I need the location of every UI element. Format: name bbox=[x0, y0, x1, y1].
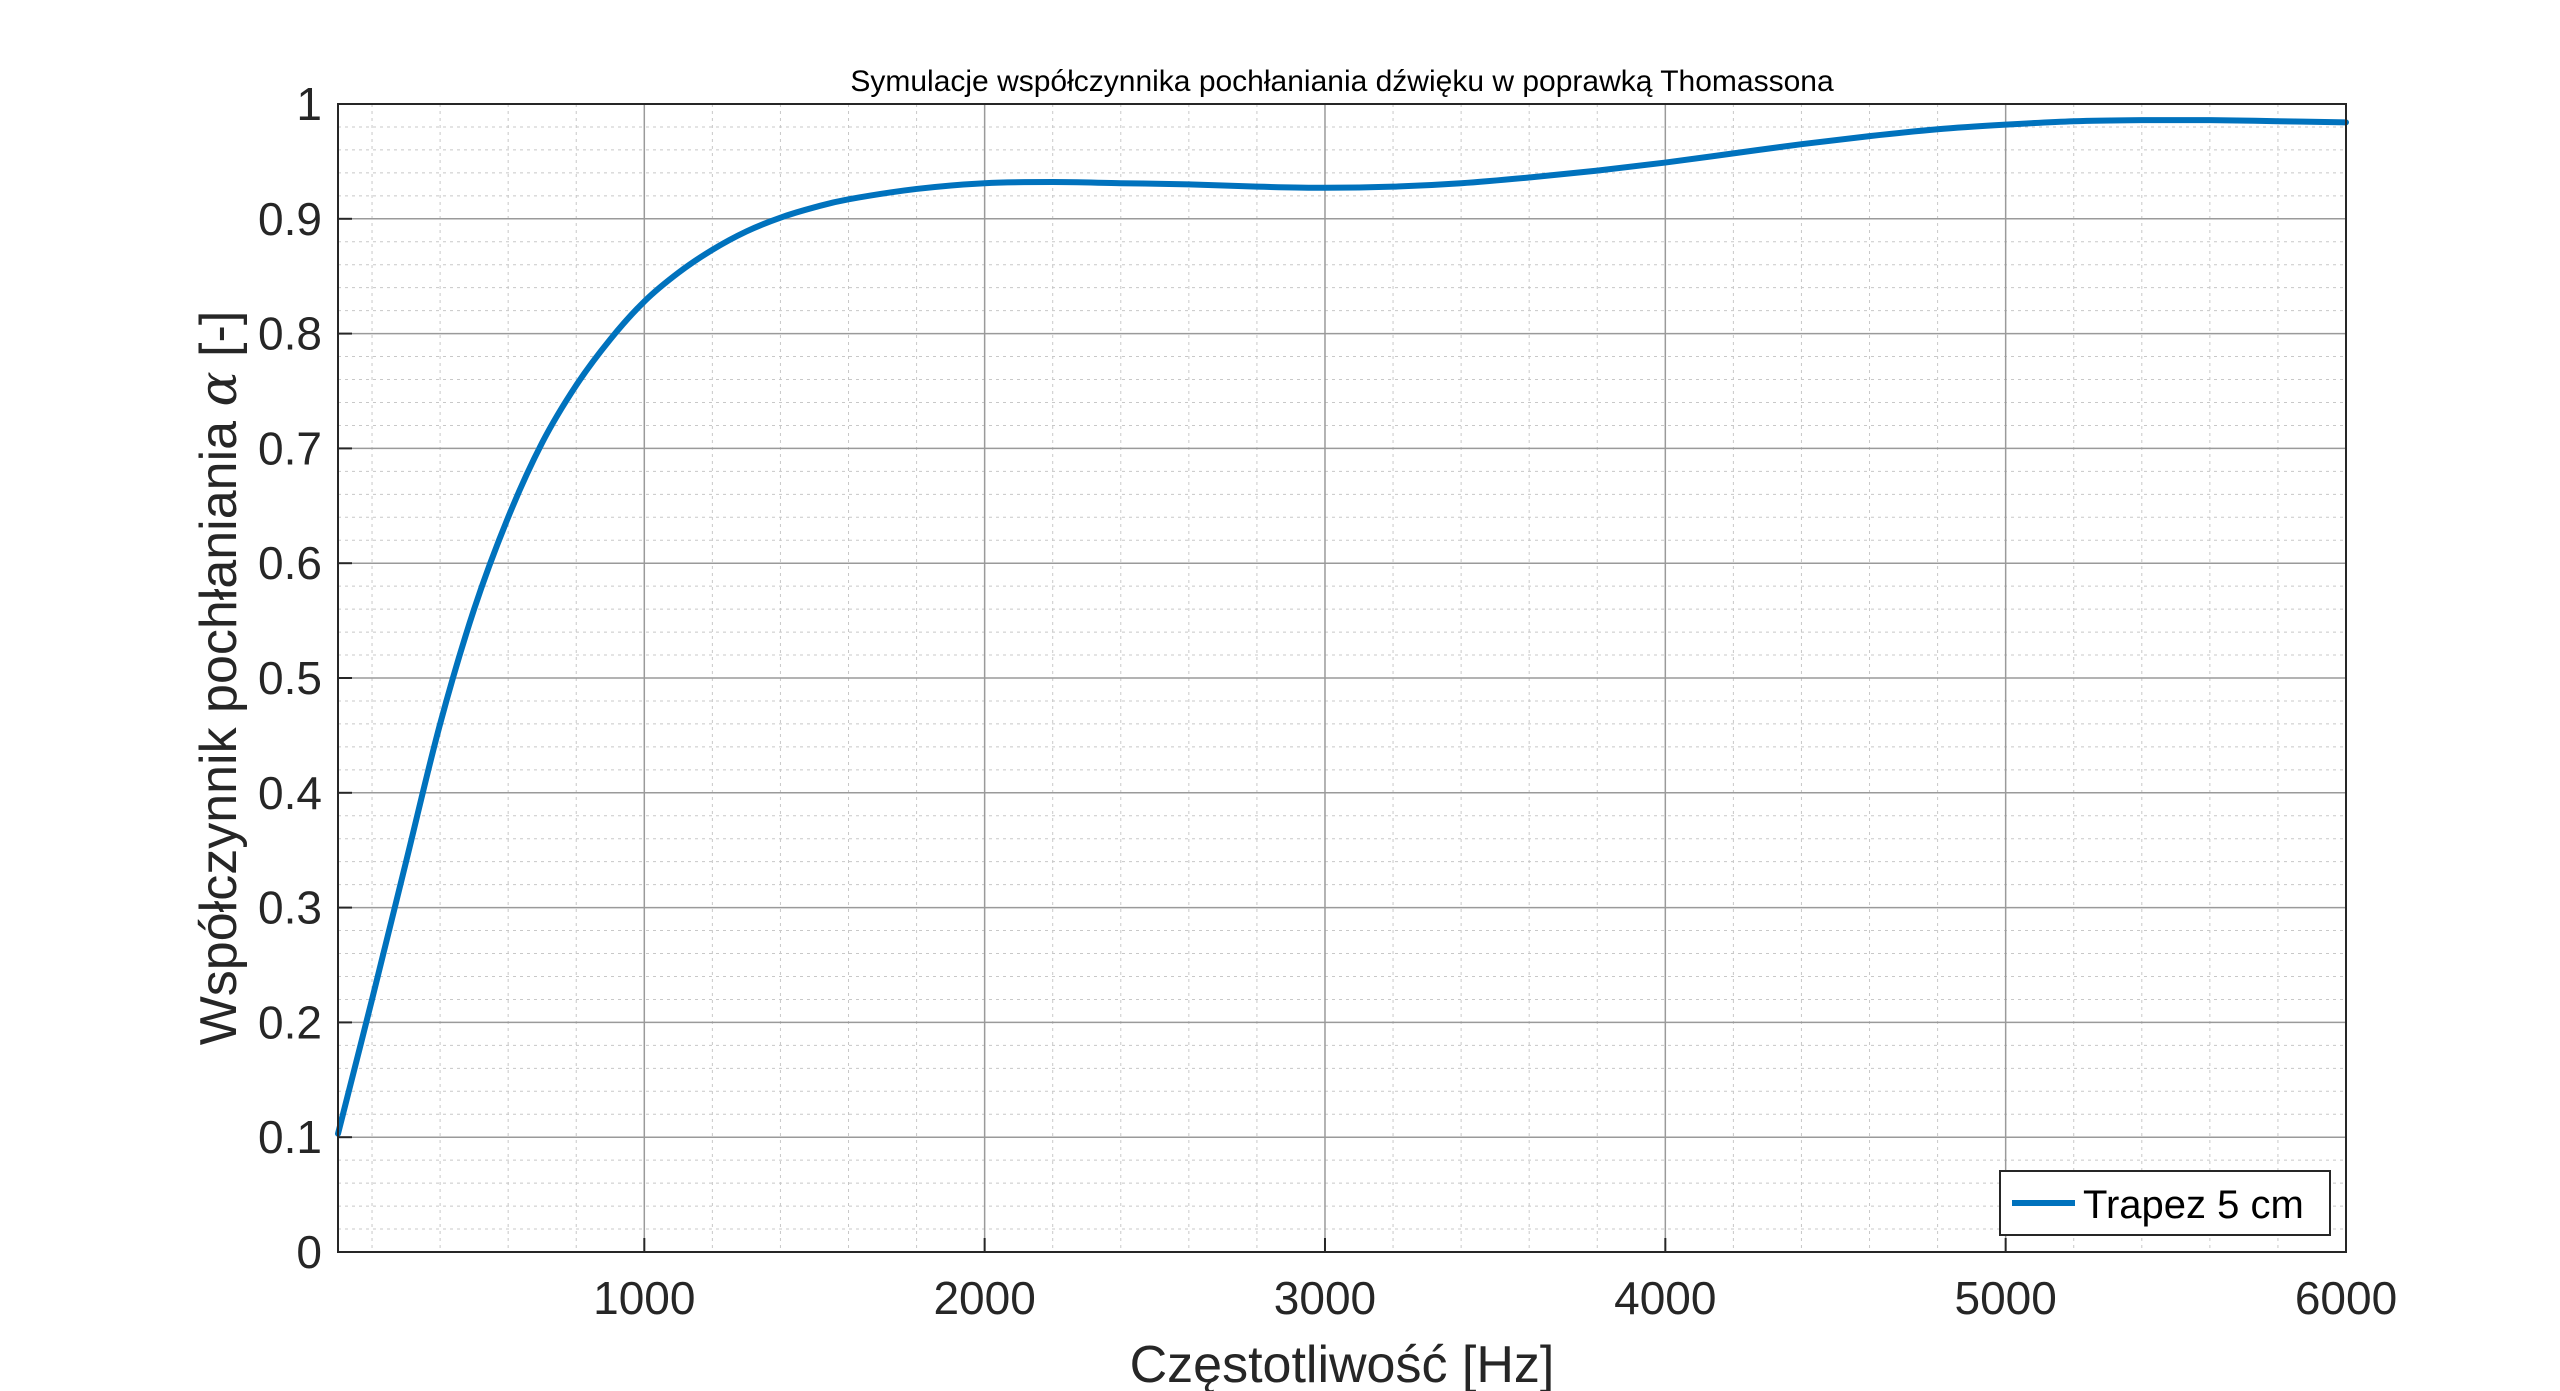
y-axis-label-prefix: Współczynnik pochłaniania bbox=[190, 407, 248, 1046]
y-tick-label: 0.5 bbox=[258, 652, 322, 704]
y-tick-labels: 0 0.1 0.2 0.3 0.4 0.5 0.6 0.7 0.8 0.9 1 bbox=[258, 78, 352, 1278]
y-tick-label: 0 bbox=[296, 1226, 322, 1278]
series-layer bbox=[335, 116, 2349, 1137]
y-axis-label: Współczynnik pochłaniania α [-] bbox=[189, 311, 249, 1046]
y-tick-label: 0.8 bbox=[258, 308, 322, 360]
y-tick-label: 0.2 bbox=[258, 996, 322, 1048]
y-tick-label: 0.1 bbox=[258, 1111, 322, 1163]
chart-title: Symulacje współczynnika pochłaniania dźw… bbox=[850, 65, 1834, 98]
minor-grid bbox=[338, 104, 2346, 1252]
y-axis-label-symbol: α bbox=[189, 371, 249, 406]
series-line-0 bbox=[335, 116, 2349, 1137]
x-tick-labels: 1000 2000 3000 4000 5000 6000 bbox=[593, 1238, 2397, 1324]
y-tick-label: 1 bbox=[296, 78, 322, 130]
x-axis-label: Częstotliwość [Hz] bbox=[1130, 1336, 1555, 1391]
x-tick-label: 5000 bbox=[1954, 1272, 2056, 1324]
y-axis-label-suffix: [-] bbox=[190, 311, 248, 372]
legend-label: Trapez 5 cm bbox=[2083, 1183, 2304, 1227]
y-tick-label: 0.6 bbox=[258, 537, 322, 589]
x-tick-label: 2000 bbox=[933, 1272, 1035, 1324]
x-tick-label: 4000 bbox=[1614, 1272, 1716, 1324]
x-tick-label: 6000 bbox=[2295, 1272, 2397, 1324]
x-tick-label: 3000 bbox=[1274, 1272, 1376, 1324]
y-tick-label: 0.9 bbox=[258, 193, 322, 245]
legend: Trapez 5 cm bbox=[1999, 1170, 2331, 1236]
y-tick-label: 0.4 bbox=[258, 767, 322, 819]
y-tick-label: 0.7 bbox=[258, 422, 322, 474]
x-tick-label: 1000 bbox=[593, 1272, 695, 1324]
y-tick-label: 0.3 bbox=[258, 882, 322, 934]
